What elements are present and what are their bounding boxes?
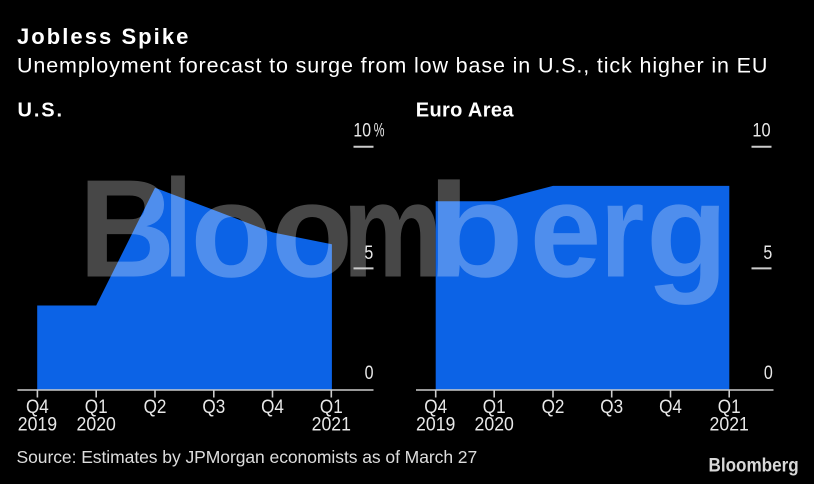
svg-text:Q4: Q4 <box>659 396 682 417</box>
svg-text:e: e <box>530 155 602 305</box>
svg-text:g: g <box>646 157 728 306</box>
svg-text:o: o <box>191 157 273 306</box>
svg-text:Q3: Q3 <box>202 396 225 417</box>
svg-text:0: 0 <box>764 362 773 384</box>
svg-text:10: 10 <box>353 119 371 141</box>
svg-text:Bloomberg: Bloomberg <box>709 455 799 476</box>
svg-text:b: b <box>427 156 524 305</box>
svg-text:5: 5 <box>763 241 772 263</box>
svg-text:2019: 2019 <box>416 413 455 435</box>
svg-text:2020: 2020 <box>77 413 116 435</box>
svg-text:2019: 2019 <box>18 413 57 435</box>
svg-text:l: l <box>164 150 192 306</box>
svg-text:Q2: Q2 <box>542 396 565 417</box>
svg-text:5: 5 <box>364 241 373 263</box>
svg-text:Q1: Q1 <box>718 396 741 417</box>
svg-text:10: 10 <box>752 119 770 141</box>
svg-text:Q4: Q4 <box>424 396 447 417</box>
svg-text:2021: 2021 <box>312 413 351 435</box>
svg-text:m: m <box>343 156 443 305</box>
svg-text:B: B <box>79 150 176 306</box>
svg-text:Q1: Q1 <box>85 396 108 417</box>
svg-text:Q1: Q1 <box>483 396 506 417</box>
svg-text:o: o <box>271 157 353 306</box>
svg-text:Q3: Q3 <box>600 396 623 417</box>
svg-text:2021: 2021 <box>710 413 749 435</box>
svg-text:Source: Estimates by JPMorgan: Source: Estimates by JPMorgan economists… <box>17 447 478 467</box>
svg-text:Jobless Spike: Jobless Spike <box>17 24 190 49</box>
svg-text:Q4: Q4 <box>261 396 284 417</box>
svg-text:Q2: Q2 <box>144 396 167 417</box>
svg-text:2020: 2020 <box>475 413 514 435</box>
svg-text:%: % <box>374 120 385 142</box>
svg-text:r: r <box>600 156 644 306</box>
svg-text:Q1: Q1 <box>320 396 343 417</box>
svg-text:U.S.: U.S. <box>18 99 65 121</box>
svg-text:Q4: Q4 <box>26 396 49 417</box>
svg-text:Euro Area: Euro Area <box>416 99 515 121</box>
svg-text:0: 0 <box>365 362 374 384</box>
svg-text:Unemployment forecast to surge: Unemployment forecast to surge from low … <box>17 54 768 78</box>
